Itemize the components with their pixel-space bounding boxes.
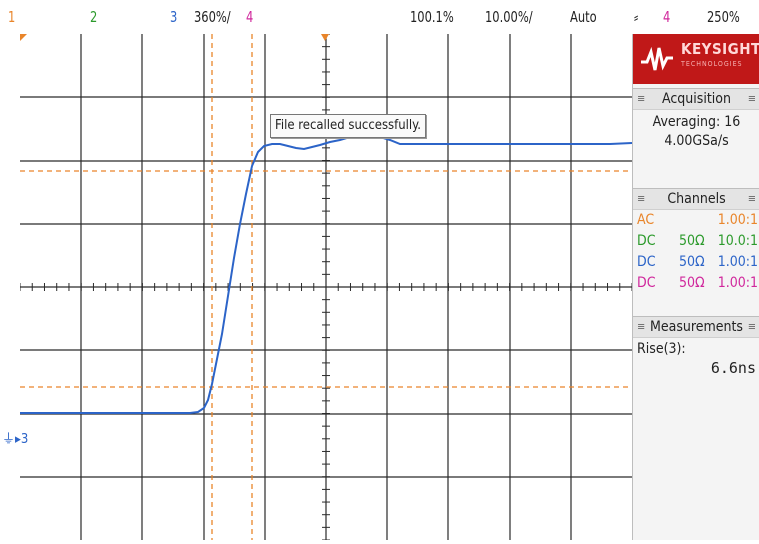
- channel-3-scale[interactable]: 360%/: [194, 8, 231, 26]
- acquisition-header[interactable]: ≡ Acquisition ≡: [633, 88, 759, 110]
- channel-4-indicator[interactable]: 4: [246, 8, 254, 26]
- acquisition-sample-rate: 4.00GSa/s: [664, 133, 729, 149]
- channel-coupling: DC: [637, 254, 656, 270]
- measurements-header[interactable]: ≡ Measurements ≡: [633, 316, 759, 338]
- logo-brand: KEYSIGHT: [681, 40, 759, 58]
- grip-icon: ≡: [637, 320, 646, 333]
- zoom-value: 100.1: [410, 8, 443, 26]
- channel-row-2[interactable]: DC 50Ω 10.0:1: [633, 231, 759, 252]
- channels-panel[interactable]: ≡ Channels ≡ AC 1.00:1 DC 50Ω 10.0:1 DC 50Ω 1.0…: [633, 188, 759, 294]
- channel-probe-ratio: 10.0:1: [717, 233, 758, 249]
- waveform-graticule: [19, 33, 633, 541]
- channel-3-scale-unit: %/: [215, 8, 231, 26]
- trigger-level-unit: %: [728, 8, 740, 26]
- channel-2-indicator[interactable]: 2: [90, 8, 98, 26]
- channel-1-indicator[interactable]: 1: [8, 8, 16, 26]
- grip-icon: ≡: [637, 92, 646, 105]
- channel-probe-ratio: 1.00:1: [717, 212, 758, 228]
- zoom-unit: %: [442, 8, 454, 26]
- trigger-channel[interactable]: 4: [663, 8, 671, 26]
- channel-impedance: 50Ω: [679, 233, 705, 249]
- channel-row-1[interactable]: AC 1.00:1: [633, 210, 759, 231]
- logo-subtitle: TECHNOLOGIES: [681, 60, 743, 68]
- top-status-bar: 1 2 3 360%/ 4 100.1% 10.00%/ Auto ⸗ 4 25…: [0, 0, 759, 34]
- ground-arrow-icon: ⏚▸: [2, 432, 21, 447]
- channel-3-scale-value: 360: [194, 8, 216, 26]
- trigger-level[interactable]: 250%: [707, 8, 740, 26]
- acquisition-title: Acquisition: [662, 91, 731, 107]
- measurement-label: Rise(3):: [637, 341, 686, 357]
- trigger-mode[interactable]: Auto: [570, 8, 597, 26]
- channel-impedance: 50Ω: [679, 275, 705, 291]
- channel-coupling: DC: [637, 233, 656, 249]
- channel-impedance: 50Ω: [679, 254, 705, 270]
- channels-title: Channels: [667, 191, 726, 207]
- grip-icon: ≡: [637, 192, 646, 205]
- trigger-position-marker: [321, 34, 329, 41]
- measurements-title: Measurements: [649, 319, 743, 335]
- status-popup[interactable]: File recalled successfully.: [270, 114, 426, 138]
- channel-probe-ratio: 1.00:1: [717, 275, 758, 291]
- timebase-value: 10.00: [485, 8, 518, 26]
- timebase-unit: %/: [517, 8, 533, 26]
- grip-icon: ≡: [747, 92, 756, 105]
- channel-coupling: AC: [637, 212, 655, 228]
- ground-marker-label: 3: [20, 432, 29, 447]
- right-sidebar: KEYSIGHT TECHNOLOGIES ≡ Acquisition ≡ Av…: [632, 34, 759, 540]
- trigger-edge-icon[interactable]: ⸗: [634, 8, 639, 26]
- channel-3-waveform: [20, 136, 633, 414]
- channel-rows: AC 1.00:1 DC 50Ω 10.0:1 DC 50Ω 1.00:1 DC 50Ω 1.00:…: [633, 210, 759, 294]
- channel-coupling: DC: [637, 275, 656, 291]
- keysight-logo: KEYSIGHT TECHNOLOGIES: [633, 34, 759, 84]
- channels-header[interactable]: ≡ Channels ≡: [633, 188, 759, 210]
- measurement-value: 6.6ns: [710, 359, 756, 377]
- channel-row-4[interactable]: DC 50Ω 1.00:1: [633, 273, 759, 294]
- grip-icon: ≡: [747, 320, 756, 333]
- acquisition-averaging: Averaging: 16: [652, 114, 741, 130]
- channel-3-ground-marker[interactable]: ⏚▸3: [2, 432, 28, 448]
- zoom-readout[interactable]: 100.1%: [410, 8, 454, 26]
- trigger-level-value: 250: [707, 8, 729, 26]
- grip-icon: ≡: [747, 192, 756, 205]
- acquisition-panel[interactable]: ≡ Acquisition ≡ Averaging: 16 4.00GSa/s: [633, 88, 759, 151]
- timebase-readout[interactable]: 10.00%/: [485, 8, 533, 26]
- waveform-display[interactable]: File recalled successfully.: [19, 33, 633, 541]
- measurements-panel[interactable]: ≡ Measurements ≡ Rise(3): 6.6ns: [633, 316, 759, 377]
- channel-3-indicator[interactable]: 3: [170, 8, 178, 26]
- channel-probe-ratio: 1.00:1: [717, 254, 758, 270]
- channel-row-3[interactable]: DC 50Ω 1.00:1: [633, 252, 759, 273]
- keysight-wave-icon: [641, 46, 673, 71]
- left-edge-marker: [20, 34, 27, 41]
